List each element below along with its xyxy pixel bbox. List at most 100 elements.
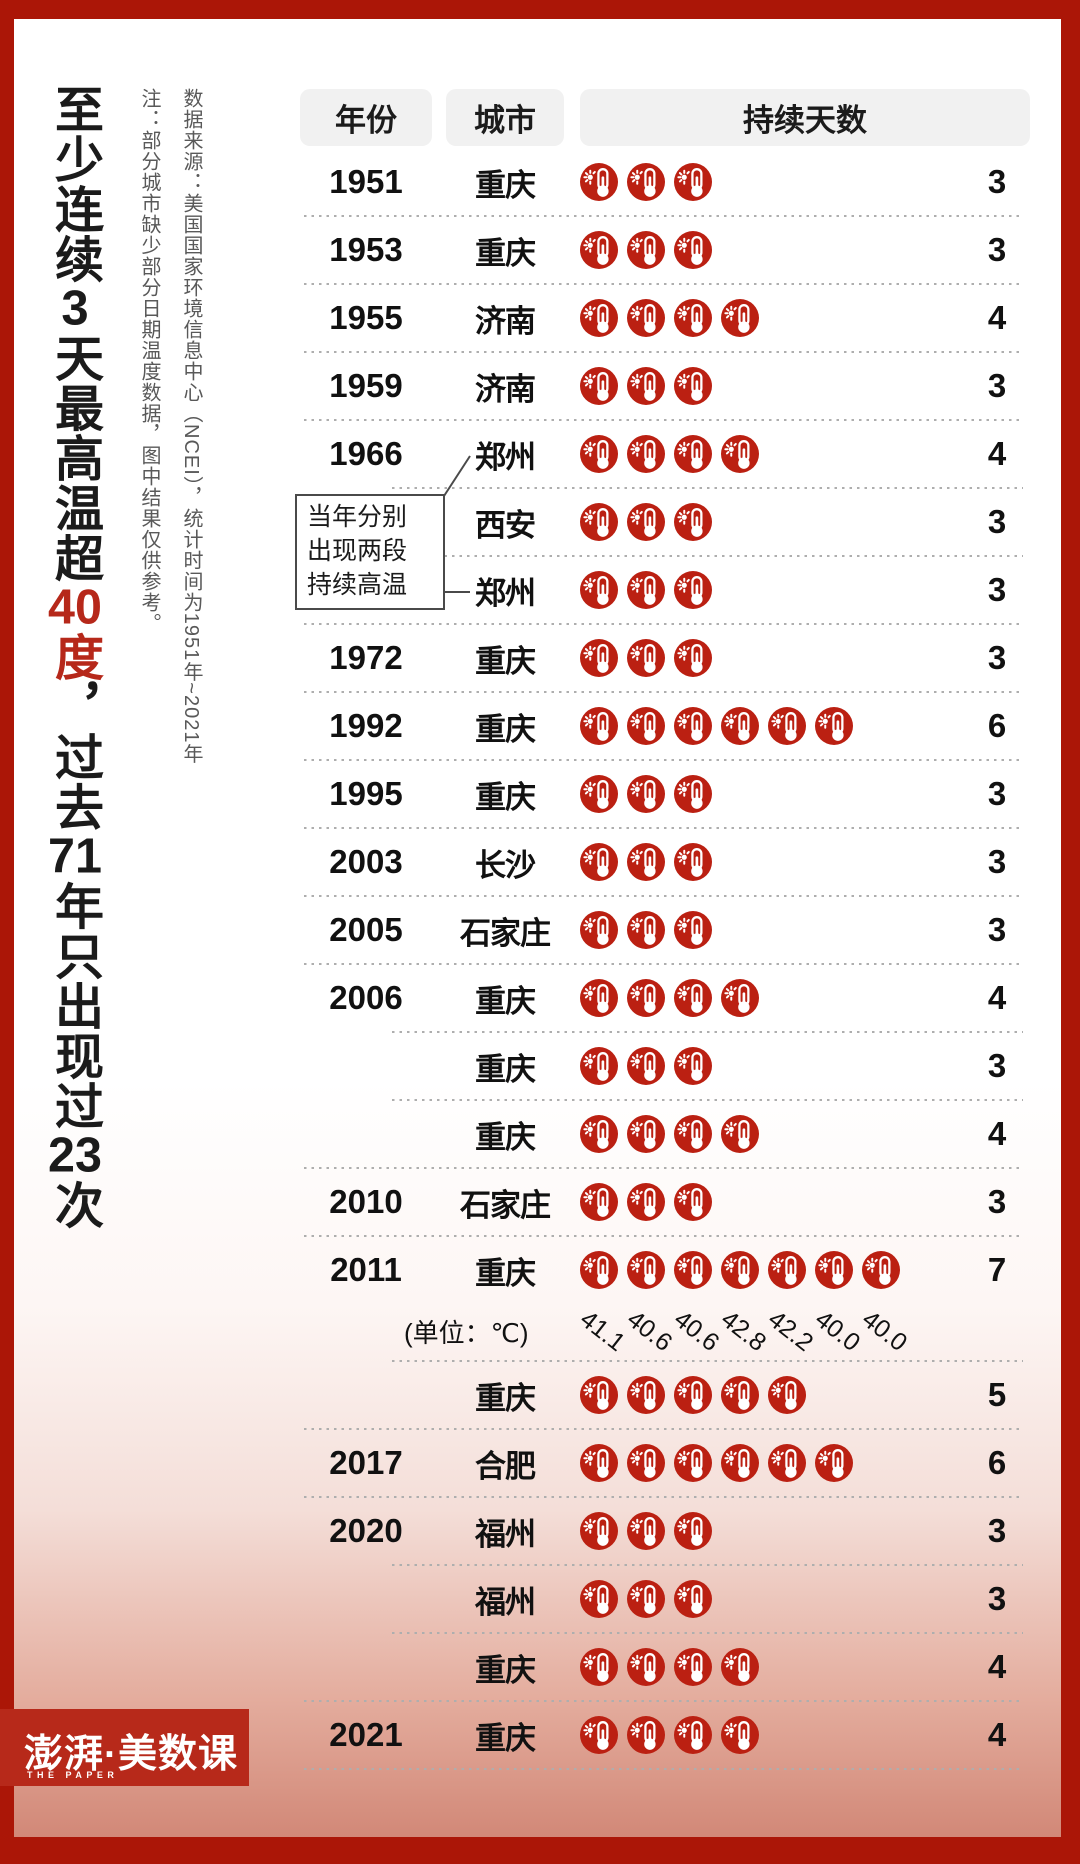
thermometer-sun-icon [580,911,618,949]
table-row: 2020 福州 3 [300,1498,1030,1564]
days-count: 4 [987,299,1007,336]
year-cell: 2006 [329,979,403,1016]
city-cell: 郑州 [475,575,536,611]
thermometer-sun-icon [580,979,618,1017]
thermometer-sun-icon [580,1251,618,1289]
day-icons [580,979,759,1017]
thermometer-sun-icon [674,231,712,269]
table-row: 西安 3 [300,489,1030,555]
days-count: 3 [987,231,1007,268]
table-row: 1972 重庆 3 [300,625,1030,691]
year-cell: 1992 [329,707,403,744]
row-separator [392,1564,1023,1566]
table-row: 2003 长沙 3 [300,829,1030,895]
day-icons [580,843,712,881]
city-cell: 济南 [475,303,536,339]
thermometer-sun-icon [627,775,665,813]
days-count: 3 [987,1580,1007,1617]
year-cell: 1972 [329,639,403,676]
frame-border-top [0,0,1080,19]
thermometer-sun-icon [580,1444,618,1482]
day-icons [580,1580,712,1618]
city-cell: 合肥 [475,1448,536,1484]
thermometer-sun-icon [627,843,665,881]
title-segment: 天最高温超 [48,333,102,583]
thermometer-sun-icon [627,1512,665,1550]
annotation-callout: 当年分别 出现两段 持续高温 [295,494,445,610]
day-icons [580,639,712,677]
row-separator [304,351,1023,353]
day-icons [580,707,853,745]
year-cell: 1995 [329,775,403,812]
table-row: 重庆 3 [300,1033,1030,1099]
days-count: 6 [987,1444,1007,1481]
year-cell: 2010 [329,1183,403,1220]
thermometer-sun-icon [674,843,712,881]
table-row: 2010 石家庄 3 [300,1169,1030,1235]
row-separator [304,1167,1023,1169]
table-row: 重庆 4 [300,1634,1030,1700]
thermometer-sun-icon [721,435,759,473]
row-separator [304,283,1023,285]
city-cell: 郑州 [475,439,536,475]
thermometer-sun-icon [627,1251,665,1289]
thermometer-sun-icon [580,571,618,609]
city-cell: 重庆 [475,1051,536,1087]
title-segment: ，过去 [48,682,102,832]
thermometer-sun-icon [580,367,618,405]
thermometer-sun-icon [768,707,806,745]
days-count: 3 [987,1047,1007,1084]
thermometer-sun-icon [721,1115,759,1153]
table-row: 郑州 3 [300,557,1030,623]
table-row: 福州 3 [300,1566,1030,1632]
row-separator [304,1428,1023,1430]
thermometer-sun-icon [674,571,712,609]
thermometer-sun-icon [580,1115,618,1153]
days-count: 7 [987,1251,1007,1288]
table-row: 1966 郑州 4 [300,421,1030,487]
row-separator [392,1099,1023,1101]
days-count: 5 [987,1376,1007,1413]
days-count: 4 [987,1115,1007,1152]
title-segment: 年只出现过 [48,881,102,1131]
thermometer-sun-icon [674,435,712,473]
year-cell: 2011 [330,1251,402,1288]
thermometer-sun-icon [674,163,712,201]
frame-border-left [0,0,14,1864]
thermometer-sun-icon [815,1251,853,1289]
row-separator [304,1496,1023,1498]
thermometer-sun-icon [815,1444,853,1482]
row-separator [304,895,1023,897]
thermometer-sun-icon [674,1047,712,1085]
thermometer-sun-icon [580,1512,618,1550]
thermometer-sun-icon [627,503,665,541]
city-cell: 重庆 [475,1652,536,1688]
thermometer-sun-icon [627,911,665,949]
day-icons [580,775,712,813]
days-count: 4 [987,1716,1007,1753]
day-icons [580,1376,806,1414]
table-row: 1992 重庆 6 [300,693,1030,759]
thermometer-sun-icon [674,979,712,1017]
day-icons [580,299,759,337]
day-icons [580,1444,853,1482]
days-count: 3 [987,1183,1007,1220]
day-icons [580,1648,759,1686]
days-count: 3 [987,503,1007,540]
thermometer-sun-icon [768,1444,806,1482]
page-title: 至少连续3天最高温超40度，过去71年只出现过23次 [48,84,102,1234]
thermometer-sun-icon [627,299,665,337]
thermometer-sun-icon [580,639,618,677]
thermometer-sun-icon [627,435,665,473]
day-icons [580,1716,759,1754]
days-count: 3 [987,163,1007,200]
row-separator [304,623,1023,625]
thermometer-sun-icon [580,503,618,541]
day-icons [580,163,712,201]
city-cell: 长沙 [475,847,536,883]
row-separator [392,1360,1023,1362]
table-header: 年份 城市 持续天数 [300,89,1030,146]
table-row: 1959 济南 3 [300,353,1030,419]
publisher-logo: 澎湃·美数课 THE PAPER [0,1709,249,1786]
